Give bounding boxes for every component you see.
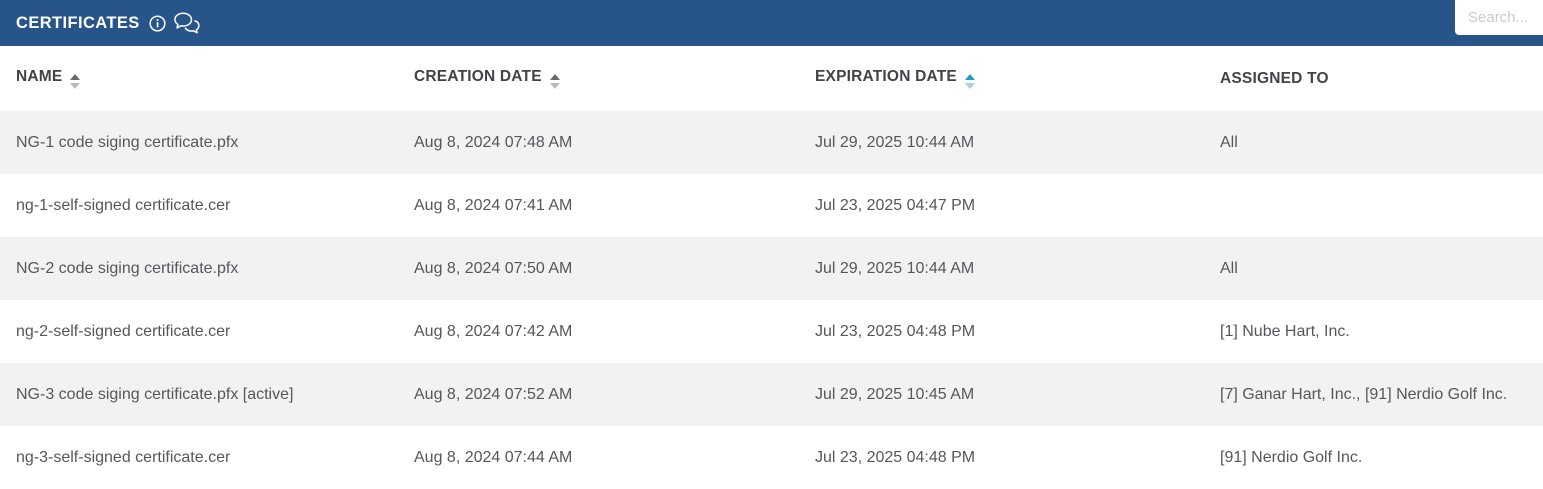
- table-row[interactable]: ng-2-self-signed certificate.cer Aug 8, …: [0, 300, 1543, 363]
- cell-assigned-to: All: [1220, 133, 1238, 151]
- table-row[interactable]: NG-2 code siging certificate.pfx Aug 8, …: [0, 237, 1543, 300]
- cell-expiration-date: Jul 29, 2025 10:44 AM: [815, 133, 975, 151]
- table-row[interactable]: ng-3-self-signed certificate.cer Aug 8, …: [0, 426, 1543, 489]
- column-header-expiration-date[interactable]: EXPIRATION DATE: [815, 46, 1220, 111]
- column-label: NAME: [16, 68, 63, 85]
- search-input[interactable]: [1455, 0, 1543, 35]
- cell-assigned-to: [1] Nube Hart, Inc.: [1220, 322, 1350, 340]
- cell-name: NG-1 code siging certificate.pfx: [16, 133, 239, 151]
- cell-expiration-date: Jul 23, 2025 04:48 PM: [815, 448, 976, 466]
- sort-icon: [964, 74, 975, 89]
- cell-assigned-to: All: [1220, 259, 1238, 277]
- sort-icon: [549, 74, 560, 89]
- cell-expiration-date: Jul 23, 2025 04:47 PM: [815, 196, 976, 214]
- cell-creation-date: Aug 8, 2024 07:41 AM: [414, 196, 573, 214]
- table-header-row: NAME CREATION DATE EXPIRATION DATE ASSIG…: [0, 46, 1543, 111]
- table-row[interactable]: ng-1-self-signed certificate.cer Aug 8, …: [0, 174, 1543, 237]
- certificates-table: NAME CREATION DATE EXPIRATION DATE ASSIG…: [0, 46, 1543, 489]
- cell-assigned-to: [1220, 174, 1543, 237]
- cell-creation-date: Aug 8, 2024 07:42 AM: [414, 322, 573, 340]
- column-label: CREATION DATE: [414, 68, 542, 85]
- table-row[interactable]: NG-3 code siging certificate.pfx [active…: [0, 363, 1543, 426]
- cell-name: NG-3 code siging certificate.pfx [active…: [16, 385, 294, 403]
- cell-creation-date: Aug 8, 2024 07:44 AM: [414, 448, 573, 466]
- column-label: EXPIRATION DATE: [815, 68, 957, 85]
- column-label: ASSIGNED TO: [1220, 69, 1329, 87]
- chat-bubbles-icon[interactable]: [173, 11, 201, 35]
- cell-creation-date: Aug 8, 2024 07:48 AM: [414, 133, 573, 151]
- cell-expiration-date: Jul 23, 2025 04:48 PM: [815, 322, 976, 340]
- cell-creation-date: Aug 8, 2024 07:52 AM: [414, 385, 573, 403]
- info-icon[interactable]: [149, 14, 166, 32]
- cell-assigned-to: [7] Ganar Hart, Inc., [91] Nerdio Golf I…: [1220, 385, 1508, 403]
- column-header-assigned-to[interactable]: ASSIGNED TO: [1220, 46, 1543, 111]
- column-header-creation-date[interactable]: CREATION DATE: [414, 46, 815, 111]
- cell-expiration-date: Jul 29, 2025 10:45 AM: [815, 385, 975, 403]
- column-header-name[interactable]: NAME: [0, 46, 414, 111]
- title-icons: [149, 11, 201, 35]
- cell-name: ng-1-self-signed certificate.cer: [16, 196, 231, 214]
- cell-name: NG-2 code siging certificate.pfx: [16, 259, 239, 277]
- page-title: CERTIFICATES: [16, 13, 140, 32]
- cell-name: ng-3-self-signed certificate.cer: [16, 448, 231, 466]
- table-row[interactable]: NG-1 code siging certificate.pfx Aug 8, …: [0, 111, 1543, 174]
- sort-icon: [70, 74, 81, 89]
- cell-creation-date: Aug 8, 2024 07:50 AM: [414, 259, 573, 277]
- page-header: CERTIFICATES: [0, 0, 1543, 46]
- cell-assigned-to: [91] Nerdio Golf Inc.: [1220, 448, 1363, 466]
- cell-name: ng-2-self-signed certificate.cer: [16, 322, 231, 340]
- cell-expiration-date: Jul 29, 2025 10:44 AM: [815, 259, 975, 277]
